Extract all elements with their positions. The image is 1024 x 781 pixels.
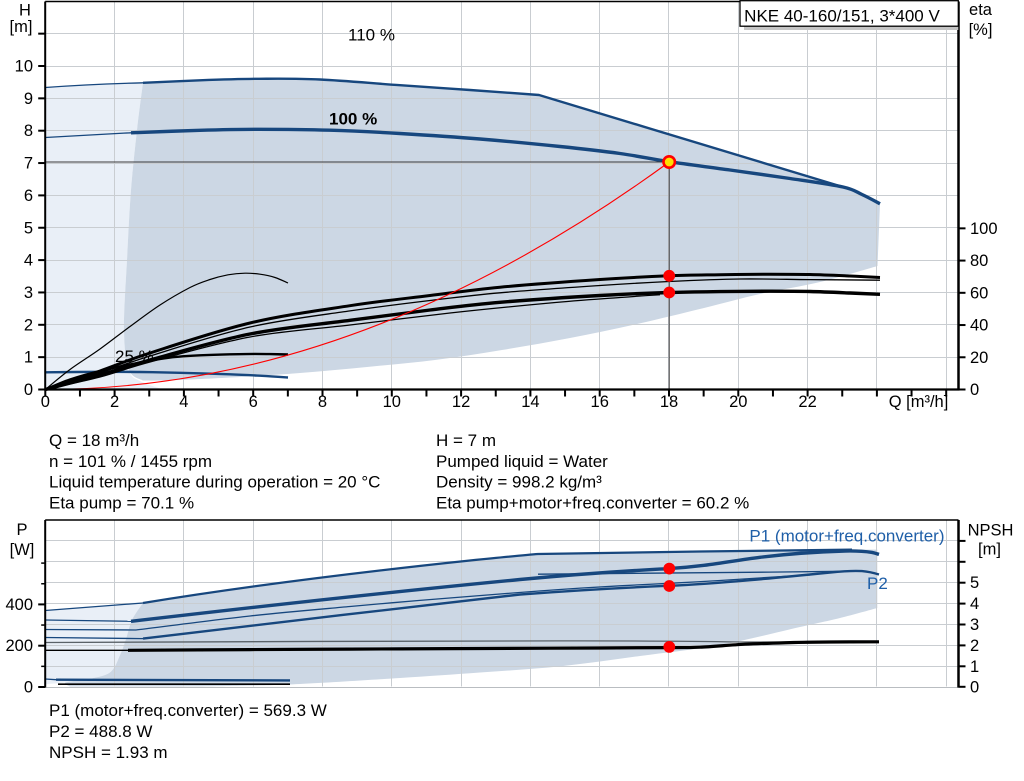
svg-text:[W]: [W] [10, 541, 35, 559]
svg-text:22: 22 [798, 393, 816, 411]
svg-text:Eta pump+motor+freq.converter: Eta pump+motor+freq.converter = 60.2 % [436, 493, 749, 512]
svg-text:P1 (motor+freq.converter): P1 (motor+freq.converter) [749, 527, 944, 546]
svg-text:P: P [16, 521, 27, 539]
svg-text:20: 20 [729, 393, 747, 411]
svg-text:4: 4 [24, 252, 33, 270]
svg-text:[%]: [%] [969, 21, 993, 39]
svg-text:8: 8 [24, 122, 33, 140]
svg-text:6: 6 [24, 187, 33, 205]
svg-text:Density = 998.2 kg/m³: Density = 998.2 kg/m³ [436, 473, 602, 492]
svg-text:200: 200 [5, 637, 33, 655]
svg-text:10: 10 [15, 58, 33, 76]
svg-text:n = 101 % / 1455 rpm: n = 101 % / 1455 rpm [49, 452, 212, 471]
svg-text:5: 5 [970, 574, 979, 592]
svg-text:eta: eta [969, 1, 993, 19]
svg-text:H: H [19, 1, 31, 19]
svg-text:H = 7 m: H = 7 m [436, 431, 496, 450]
svg-text:5: 5 [24, 219, 33, 237]
svg-text:10: 10 [383, 393, 401, 411]
svg-text:16: 16 [591, 393, 609, 411]
svg-text:14: 14 [521, 393, 539, 411]
svg-text:100 %: 100 % [329, 110, 377, 129]
svg-text:0: 0 [24, 381, 33, 399]
svg-text:NPSH = 1.93 m: NPSH = 1.93 m [49, 743, 168, 762]
svg-text:NKE 40-160/151, 3*400 V: NKE 40-160/151, 3*400 V [744, 7, 940, 26]
svg-text:8: 8 [318, 393, 327, 411]
svg-text:4: 4 [970, 595, 979, 613]
svg-text:3: 3 [24, 284, 33, 302]
svg-text:80: 80 [970, 252, 988, 270]
svg-text:18: 18 [660, 393, 678, 411]
svg-text:NPSH: NPSH [968, 522, 1014, 540]
svg-text:7: 7 [24, 155, 33, 173]
svg-text:400: 400 [5, 596, 33, 614]
svg-text:25 %: 25 % [115, 347, 154, 366]
svg-text:[m]: [m] [10, 18, 33, 36]
svg-text:3: 3 [970, 616, 979, 634]
svg-text:12: 12 [452, 393, 470, 411]
svg-text:40: 40 [970, 317, 988, 335]
svg-text:Pumped liquid = Water: Pumped liquid = Water [436, 452, 608, 471]
svg-text:60: 60 [970, 284, 988, 302]
svg-text:2: 2 [24, 316, 33, 334]
svg-text:P2: P2 [867, 574, 888, 593]
svg-text:Eta pump = 70.1 %: Eta pump = 70.1 % [49, 493, 194, 512]
svg-text:Q [m³/h]: Q [m³/h] [889, 393, 949, 411]
svg-text:P2 = 488.8 W: P2 = 488.8 W [49, 722, 152, 741]
svg-text:4: 4 [179, 393, 188, 411]
svg-text:0: 0 [41, 393, 50, 411]
svg-text:6: 6 [249, 393, 258, 411]
svg-text:[m]: [m] [978, 541, 1001, 559]
svg-text:0: 0 [970, 381, 979, 399]
svg-text:110 %: 110 % [348, 26, 395, 45]
svg-text:2: 2 [970, 637, 979, 655]
svg-text:100: 100 [970, 220, 998, 238]
svg-text:P1 (motor+freq.converter) = 56: P1 (motor+freq.converter) = 569.3 W [49, 701, 327, 720]
svg-text:Q = 18 m³/h: Q = 18 m³/h [49, 431, 139, 450]
svg-text:2: 2 [110, 393, 119, 411]
svg-text:0: 0 [970, 679, 979, 697]
svg-text:1: 1 [970, 658, 979, 676]
svg-text:1: 1 [24, 349, 33, 367]
svg-text:0: 0 [24, 679, 33, 697]
svg-text:Liquid temperature during oper: Liquid temperature during operation = 20… [49, 473, 380, 492]
svg-text:9: 9 [24, 90, 33, 108]
svg-text:20: 20 [970, 349, 988, 367]
